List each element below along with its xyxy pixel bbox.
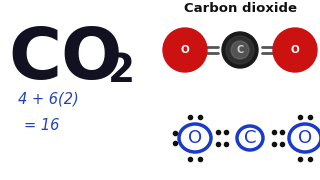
Text: C: C xyxy=(236,45,244,55)
Circle shape xyxy=(171,36,199,64)
Text: CO: CO xyxy=(8,25,122,94)
Circle shape xyxy=(166,31,204,69)
Text: = 16: = 16 xyxy=(24,118,60,133)
Circle shape xyxy=(163,28,207,72)
Text: O: O xyxy=(291,45,300,55)
Text: 2: 2 xyxy=(108,52,135,90)
Circle shape xyxy=(231,41,249,59)
Text: O: O xyxy=(180,45,189,55)
Text: C: C xyxy=(244,129,256,147)
Text: 4 + 6(2): 4 + 6(2) xyxy=(18,92,79,107)
Circle shape xyxy=(273,28,317,72)
Text: O: O xyxy=(298,129,312,147)
Circle shape xyxy=(281,36,309,64)
Circle shape xyxy=(222,32,258,68)
Text: Carbon dioxide: Carbon dioxide xyxy=(183,2,297,15)
Circle shape xyxy=(276,31,314,69)
Text: O: O xyxy=(188,129,202,147)
Circle shape xyxy=(226,36,254,64)
